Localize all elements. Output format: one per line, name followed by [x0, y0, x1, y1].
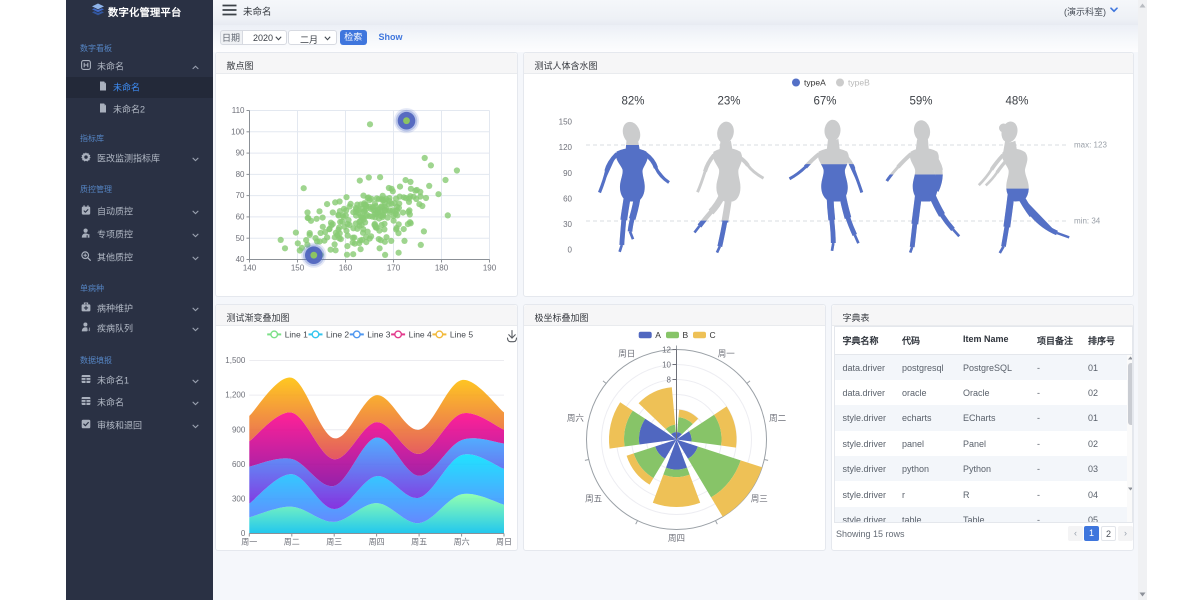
svg-text:150: 150: [291, 264, 305, 273]
svg-text:typeA: typeA: [804, 78, 826, 88]
svg-text:周二: 周二: [284, 538, 300, 547]
svg-text:周一: 周一: [241, 538, 257, 547]
svg-text:170: 170: [387, 264, 401, 273]
svg-text:周一: 周一: [718, 349, 736, 359]
svg-text:typeB: typeB: [848, 78, 870, 88]
svg-text:0: 0: [241, 529, 246, 538]
svg-text:60: 60: [236, 213, 245, 222]
svg-text:周四: 周四: [369, 538, 385, 547]
svg-text:90: 90: [236, 149, 245, 158]
svg-text:Line 4: Line 4: [409, 329, 432, 339]
svg-text:min: 34: min: 34: [1074, 217, 1101, 226]
svg-text:B: B: [683, 330, 689, 340]
svg-text:周五: 周五: [585, 494, 603, 504]
svg-text:30: 30: [563, 220, 572, 229]
svg-text:23%: 23%: [717, 96, 740, 108]
svg-text:max: 123: max: 123: [1074, 141, 1107, 150]
svg-text:190: 190: [483, 264, 497, 273]
svg-text:110: 110: [232, 106, 245, 115]
svg-text:1,200: 1,200: [225, 391, 246, 400]
svg-text:周六: 周六: [454, 537, 470, 547]
svg-text:8: 8: [667, 375, 672, 384]
svg-text:A: A: [655, 330, 661, 340]
svg-text:48%: 48%: [1005, 96, 1028, 108]
svg-text:Line 1: Line 1: [285, 329, 308, 339]
svg-text:70: 70: [236, 191, 245, 200]
svg-text:Line 2: Line 2: [326, 329, 349, 339]
svg-text:Line 3: Line 3: [367, 329, 390, 339]
svg-text:80: 80: [236, 170, 245, 179]
svg-text:100: 100: [231, 127, 245, 136]
svg-text:周五: 周五: [411, 538, 427, 547]
svg-text:周三: 周三: [326, 538, 342, 547]
svg-text:40: 40: [236, 255, 245, 264]
svg-text:160: 160: [339, 264, 353, 273]
svg-text:59%: 59%: [909, 96, 932, 108]
svg-text:300: 300: [232, 495, 246, 504]
svg-text:180: 180: [435, 264, 449, 273]
svg-text:0: 0: [568, 246, 573, 255]
svg-text:50: 50: [236, 234, 245, 243]
svg-text:600: 600: [232, 460, 246, 469]
svg-text:周三: 周三: [751, 494, 768, 504]
svg-text:60: 60: [563, 194, 572, 203]
svg-text:67%: 67%: [813, 96, 836, 108]
svg-text:周二: 周二: [769, 413, 787, 423]
svg-text:C: C: [710, 330, 716, 340]
svg-text:140: 140: [243, 264, 257, 273]
svg-text:周日: 周日: [496, 538, 512, 547]
svg-text:周六: 周六: [567, 413, 585, 423]
svg-text:周四: 周四: [668, 533, 685, 543]
svg-text:82%: 82%: [621, 96, 644, 108]
svg-text:150: 150: [559, 118, 573, 127]
svg-text:90: 90: [563, 169, 572, 178]
svg-text:12: 12: [662, 345, 671, 354]
svg-text:900: 900: [232, 425, 246, 434]
svg-text:120: 120: [559, 143, 573, 152]
svg-text:Line 5: Line 5: [450, 329, 473, 339]
svg-text:10: 10: [662, 360, 671, 369]
svg-text:1,500: 1,500: [225, 356, 246, 365]
svg-text:周日: 周日: [618, 349, 635, 359]
